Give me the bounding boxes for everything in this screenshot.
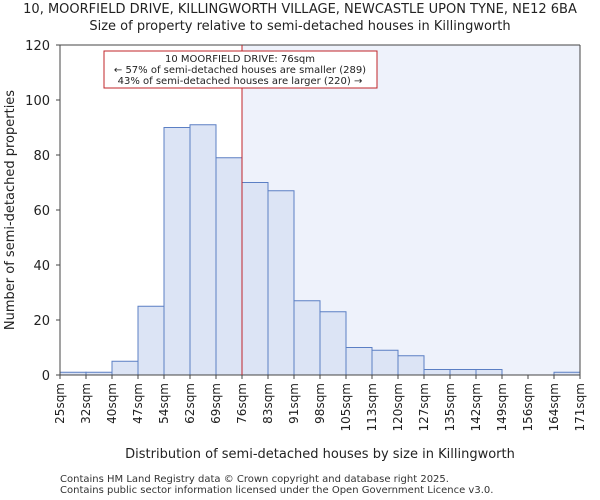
y-tick-label: 20 bbox=[33, 314, 50, 329]
bar bbox=[137, 305, 165, 376]
x-tick-label: 25sqm bbox=[53, 383, 67, 424]
bar bbox=[189, 124, 217, 376]
y-tick-label: 120 bbox=[25, 39, 50, 54]
x-tick-label: 83sqm bbox=[261, 383, 275, 424]
bar bbox=[345, 347, 373, 376]
x-tick-label: 32sqm bbox=[79, 383, 93, 424]
y-tick-label: 80 bbox=[33, 149, 50, 164]
y-tick-label: 100 bbox=[25, 94, 50, 109]
y-axis-title: Number of semi-detached properties bbox=[3, 90, 18, 330]
x-tick-label: 98sqm bbox=[313, 383, 327, 424]
x-tick-label: 47sqm bbox=[131, 383, 145, 424]
y-tick-label: 0 bbox=[42, 369, 50, 384]
annotation-line-2: ← 57% of semi-detached houses are smalle… bbox=[114, 65, 366, 76]
bar bbox=[267, 190, 295, 376]
footer-copyright: Contains HM Land Registry data © Crown c… bbox=[60, 474, 449, 485]
x-tick-label: 40sqm bbox=[105, 383, 119, 424]
chart-subtitle: Size of property relative to semi-detach… bbox=[89, 19, 511, 34]
x-tick-label: 69sqm bbox=[209, 383, 223, 424]
bar bbox=[241, 182, 269, 376]
bar bbox=[215, 157, 243, 376]
annotation-line-1: 10 MOORFIELD DRIVE: 76sqm bbox=[165, 54, 315, 65]
x-tick-label: 135sqm bbox=[443, 383, 457, 431]
bar bbox=[449, 369, 477, 376]
bar bbox=[293, 300, 321, 376]
x-tick-label: 76sqm bbox=[235, 383, 249, 424]
x-tick-label: 149sqm bbox=[495, 383, 509, 431]
bar bbox=[397, 355, 425, 376]
x-tick-label: 54sqm bbox=[157, 383, 171, 424]
bar bbox=[371, 349, 399, 376]
chart-title: 10, MOORFIELD DRIVE, KILLINGWORTH VILLAG… bbox=[23, 2, 577, 17]
x-axis-title: Distribution of semi-detached houses by … bbox=[125, 447, 515, 462]
x-tick-label: 62sqm bbox=[183, 383, 197, 424]
x-tick-label: 171sqm bbox=[573, 383, 587, 431]
x-tick-label: 91sqm bbox=[287, 383, 301, 424]
x-tick-label: 127sqm bbox=[417, 383, 431, 431]
bar bbox=[319, 311, 347, 376]
x-tick-label: 164sqm bbox=[547, 383, 561, 431]
bar-chart: 0 20 40 60 80 100 120 25sqm 32sqm 40sqm 47sqm 54sqm… bbox=[3, 39, 587, 462]
y-tick-label: 40 bbox=[33, 259, 50, 274]
bar bbox=[475, 369, 503, 376]
x-tick-label: 142sqm bbox=[469, 383, 483, 431]
x-tick-label: 120sqm bbox=[391, 383, 405, 431]
x-tick-label: 156sqm bbox=[521, 383, 535, 431]
footer-licence: Contains public sector information licen… bbox=[60, 485, 494, 496]
annotation-line-3: 43% of semi-detached houses are larger (… bbox=[118, 76, 363, 87]
y-tick-label: 60 bbox=[33, 204, 50, 219]
x-tick-label: 113sqm bbox=[365, 383, 379, 431]
bar bbox=[111, 360, 139, 376]
x-tick-label: 105sqm bbox=[339, 383, 353, 431]
bar bbox=[423, 369, 451, 376]
annotation-box bbox=[103, 50, 378, 89]
bar bbox=[163, 127, 191, 376]
